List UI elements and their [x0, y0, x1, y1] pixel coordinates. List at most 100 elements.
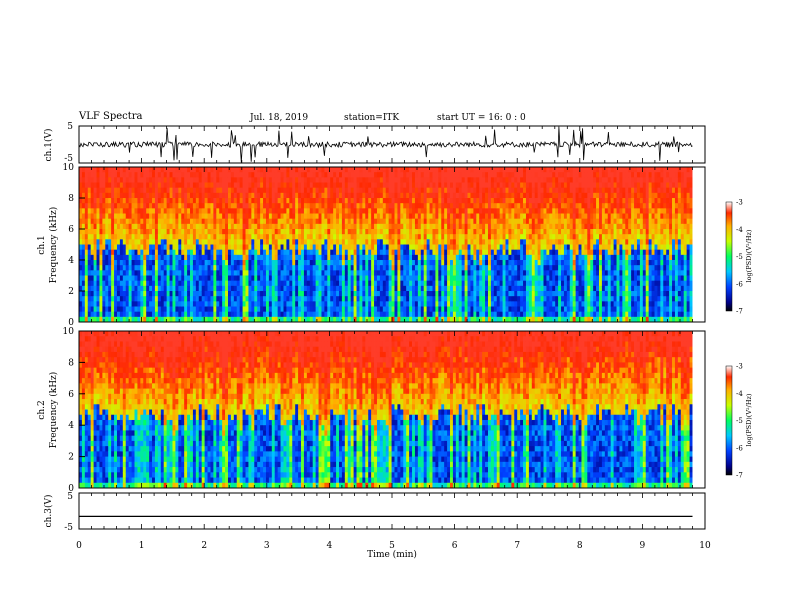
ch1-spectrogram-cell — [184, 296, 188, 302]
ch1-spectrogram-cell — [181, 285, 185, 292]
ch1-spectrogram-cell — [473, 275, 477, 282]
ch1-spectrogram-cell — [318, 203, 322, 209]
ch1-spectrogram-cell — [339, 249, 343, 256]
ch1-spectrogram-cell — [464, 249, 468, 256]
ch1-spectrogram-cell — [394, 244, 398, 251]
ch1-spectrogram-cell — [327, 301, 331, 307]
ch1-spectrogram-cell — [204, 265, 208, 271]
ch1-spectrogram-cell — [160, 177, 165, 183]
ch1-spectrogram-cell — [242, 182, 246, 189]
ch1-spectrogram-cell — [81, 291, 86, 297]
ch1-spectrogram-cell — [344, 244, 349, 251]
ch1-spectrogram-cell — [368, 311, 372, 318]
ch1-spectrogram-cell — [441, 260, 445, 266]
ch1-spectrogram-cell — [192, 275, 197, 282]
ch1-spectrogram-cell — [157, 172, 162, 178]
ch1-spectrogram-cell — [306, 285, 311, 292]
ch1-spectrogram-cell — [452, 270, 457, 276]
ch1-spectrogram-cell — [394, 265, 398, 271]
ch1-spectrogram-cell — [368, 260, 372, 266]
ch1-spectrogram-cell — [119, 218, 124, 225]
ch1-spectrogram-cell — [450, 254, 454, 261]
ch1-spectrogram-cell — [391, 229, 395, 235]
ch1-spectrogram-cell — [119, 234, 124, 240]
ch1-spectrogram-cell — [239, 316, 243, 323]
ch1-spectrogram-cell — [125, 187, 130, 194]
ch1-spectrogram-cell — [476, 301, 480, 307]
ch1-spectrogram-cell — [172, 296, 176, 302]
ch1-spectrogram-cell — [327, 296, 331, 302]
ch1-spectrogram-cell — [140, 229, 144, 235]
ch1-spectrogram-cell — [204, 177, 208, 183]
ch1-spectrogram-cell — [467, 218, 471, 225]
ch1-spectrogram-cell — [289, 270, 293, 276]
ch1-spectrogram-cell — [417, 265, 422, 271]
ch1-spectrogram-cell — [341, 301, 346, 307]
ch1-spectrogram-cell — [452, 280, 457, 287]
ch1-spectrogram-cell — [128, 316, 132, 323]
ch1-spectrogram-cell — [508, 254, 512, 261]
ch1-spectrogram-cell — [336, 198, 340, 204]
ch1-spectrogram-cell — [163, 187, 168, 194]
ch1-spectrogram-cell — [201, 265, 206, 271]
ch1-spectrogram-cell — [444, 254, 448, 261]
ch1-spectrogram-cell — [330, 239, 334, 245]
ch1-spectrogram-cell — [134, 172, 138, 178]
ch1-spectrogram-cell — [426, 285, 430, 292]
ch1-spectrogram-cell — [537, 249, 541, 256]
ch1-spectrogram-cell — [382, 234, 387, 240]
ch1-spectrogram-cell — [344, 260, 349, 266]
ch1-spectrogram-cell — [81, 249, 86, 256]
ch1-spectrogram-cell — [207, 306, 211, 313]
ch1-spectrogram-cell — [251, 182, 255, 189]
ch1-spectrogram-cell — [105, 229, 109, 235]
ch1-spectrogram-cell — [482, 229, 486, 235]
ch1-spectrogram-cell — [543, 218, 547, 225]
ch1-spectrogram-cell — [321, 306, 325, 313]
ch1-spectrogram-cell — [201, 198, 206, 204]
ch1-spectrogram-cell — [149, 280, 153, 287]
ch1-spectrogram-cell — [473, 213, 477, 220]
ch1-spectrogram-cell — [414, 280, 419, 287]
ch1-spectrogram-cell — [303, 280, 308, 287]
ch1-spectrogram-cell — [473, 187, 477, 194]
ch1-spectrogram-cell — [318, 291, 322, 297]
ch1-spectrogram-cell — [493, 301, 498, 307]
ch1-spectrogram-cell — [163, 265, 168, 271]
ch1-spectrogram-cell — [420, 285, 425, 292]
ch1-spectrogram-cell — [175, 291, 179, 297]
ch1-spectrogram-cell — [426, 213, 430, 220]
ch1-spectrogram-cell — [417, 177, 422, 183]
ch1-spectrogram-cell — [365, 213, 369, 220]
ch1-spectrogram-cell — [496, 223, 501, 230]
ch1-spectrogram-cell — [546, 291, 550, 297]
ch1-spectrogram-cell — [505, 208, 509, 214]
ch1-spectrogram-cell — [303, 223, 308, 230]
ch1-spectrogram-cell — [257, 208, 261, 214]
ch1-spectrogram-cell — [213, 167, 217, 173]
ch1-spectrogram-cell — [140, 203, 144, 209]
ch1-spectrogram-cell — [470, 285, 474, 292]
ch1-spectrogram-cell — [169, 172, 173, 178]
ch1-spectrogram-cell — [119, 254, 124, 261]
ch1-spectrogram-cell — [301, 311, 305, 318]
ch1-spectrogram-cell — [286, 306, 290, 313]
ch1-spectrogram-cell — [119, 167, 124, 173]
ch1-spectrogram-cell — [558, 172, 562, 178]
ch1-spectrogram-cell — [450, 187, 454, 194]
ch1-spectrogram-cell — [102, 182, 106, 189]
ch1-spectrogram-cell — [517, 301, 521, 307]
ch1-spectrogram-cell — [432, 244, 436, 251]
ch1-spectrogram-cell — [438, 316, 442, 323]
ch1-spectrogram-cell — [96, 177, 100, 183]
ch1-spectrogram-cell — [552, 218, 556, 225]
ch1-spectrogram-cell — [257, 172, 261, 178]
ch1-spectrogram-cell — [128, 177, 132, 183]
ch1-spectrogram-cell — [444, 187, 448, 194]
ch1-spectrogram-cell — [455, 291, 460, 297]
ch1-spectrogram-cell — [146, 223, 150, 230]
ch1-spectrogram-cell — [84, 187, 89, 194]
ch1-spectrogram-cell — [406, 311, 410, 318]
ch1-spectrogram-cell — [546, 280, 550, 287]
ch1-spectrogram-cell — [134, 223, 138, 230]
